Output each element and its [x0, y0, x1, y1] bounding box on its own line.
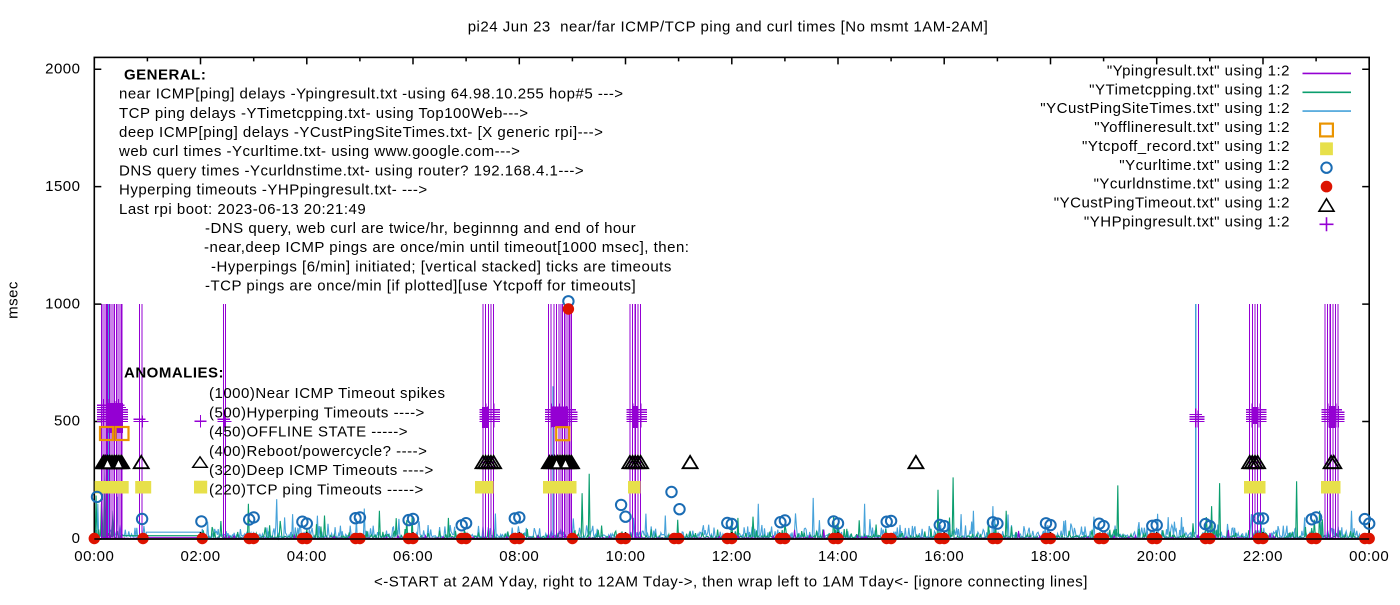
svg-text:"Yofflineresult.txt" using 1:2: "Yofflineresult.txt" using 1:2 — [1094, 119, 1290, 136]
svg-text:Last rpi boot: 2023-06-13 20:2: Last rpi boot: 2023-06-13 20:21:49 — [119, 201, 366, 218]
svg-text:"Ypingresult.txt" using 1:2: "Ypingresult.txt" using 1:2 — [1107, 63, 1290, 80]
svg-text:GENERAL:: GENERAL: — [124, 66, 206, 83]
svg-text:00:00: 00:00 — [74, 548, 114, 565]
svg-text:-DNS query, web curl are twice: -DNS query, web curl are twice/hr, begin… — [205, 220, 636, 237]
svg-text:ANOMALIES:: ANOMALIES: — [124, 365, 224, 382]
svg-text:-TCP pings are once/min [if pl: -TCP pings are once/min [if plotted][use… — [205, 278, 636, 295]
svg-text:TCP ping delays -YTimetcpping.: TCP ping delays -YTimetcpping.txt- using… — [119, 105, 529, 122]
svg-text:"YCustPingSiteTimes.txt" using: "YCustPingSiteTimes.txt" using 1:2 — [1040, 100, 1290, 117]
svg-text:(220)TCP ping Timeouts ----->: (220)TCP ping Timeouts -----> — [209, 482, 424, 499]
svg-text:16:00: 16:00 — [924, 548, 964, 565]
svg-text:-near,deep ICMP pings are once: -near,deep ICMP pings are once/min until… — [204, 239, 689, 256]
svg-text:DNS query times -Ycurldnstime.: DNS query times -Ycurldnstime.txt- using… — [119, 162, 584, 179]
svg-text:near ICMP[ping] delays -Ypingr: near ICMP[ping] delays -Ypingresult.txt … — [119, 86, 624, 103]
svg-text:22:00: 22:00 — [1243, 548, 1283, 565]
svg-text:02:00: 02:00 — [181, 548, 221, 565]
svg-text:(400)Reboot/powercycle? ---->: (400)Reboot/powercycle? ----> — [209, 443, 427, 460]
svg-text:web curl times -Ycurltime.txt-: web curl times -Ycurltime.txt- using www… — [118, 143, 520, 160]
svg-text:(320)Deep ICMP Timeouts ---->: (320)Deep ICMP Timeouts ----> — [209, 462, 434, 479]
svg-text:-Hyperpings [6/min] initiated;: -Hyperpings [6/min] initiated; [vertical… — [211, 258, 672, 275]
svg-text:20:00: 20:00 — [1137, 548, 1177, 565]
svg-text:14:00: 14:00 — [818, 548, 858, 565]
svg-text:"Ycurldnstime.txt" using 1:2: "Ycurldnstime.txt" using 1:2 — [1094, 176, 1290, 193]
svg-text:1500: 1500 — [45, 178, 80, 195]
svg-text:"Ycurltime.txt" using 1:2: "Ycurltime.txt" using 1:2 — [1119, 157, 1290, 174]
svg-text:<-START at 2AM Yday, right to: <-START at 2AM Yday, right to 12AM Tday-… — [374, 574, 1088, 591]
svg-text:(1000)Near ICMP Timeout spikes: (1000)Near ICMP Timeout spikes — [209, 385, 445, 402]
svg-text:12:00: 12:00 — [712, 548, 752, 565]
svg-text:Hyperping timeouts -YHPpingres: Hyperping timeouts -YHPpingresult.txt- -… — [119, 182, 428, 199]
svg-text:(450)OFFLINE STATE ----->: (450)OFFLINE STATE -----> — [209, 424, 408, 441]
svg-text:pi24 Jun 23 near/far ICMP/TCP: pi24 Jun 23 near/far ICMP/TCP ping and c… — [468, 19, 989, 36]
svg-text:04:00: 04:00 — [287, 548, 327, 565]
svg-text:2000: 2000 — [45, 60, 80, 77]
svg-text:18:00: 18:00 — [1030, 548, 1070, 565]
svg-text:500: 500 — [54, 413, 81, 430]
svg-text:06:00: 06:00 — [393, 548, 433, 565]
svg-text:0: 0 — [72, 530, 81, 547]
svg-text:00:00: 00:00 — [1349, 548, 1389, 565]
svg-text:10:00: 10:00 — [605, 548, 645, 565]
svg-text:deep ICMP[ping] delays -YCustP: deep ICMP[ping] delays -YCustPingSiteTim… — [119, 124, 603, 141]
svg-text:08:00: 08:00 — [499, 548, 539, 565]
svg-text:1000: 1000 — [45, 295, 80, 312]
svg-text:(500)Hyperping Timeouts ---->: (500)Hyperping Timeouts ----> — [209, 404, 425, 421]
svg-text:"YHPpingresult.txt" using 1:2: "YHPpingresult.txt" using 1:2 — [1084, 213, 1290, 230]
svg-text:msec: msec — [5, 281, 22, 319]
svg-text:"YCustPingTimeout.txt" using 1: "YCustPingTimeout.txt" using 1:2 — [1054, 195, 1290, 212]
svg-text:"YTimetcpping.txt" using 1:2: "YTimetcpping.txt" using 1:2 — [1089, 81, 1290, 98]
svg-text:"Ytcpoff_record.txt" using 1:2: "Ytcpoff_record.txt" using 1:2 — [1082, 138, 1290, 155]
